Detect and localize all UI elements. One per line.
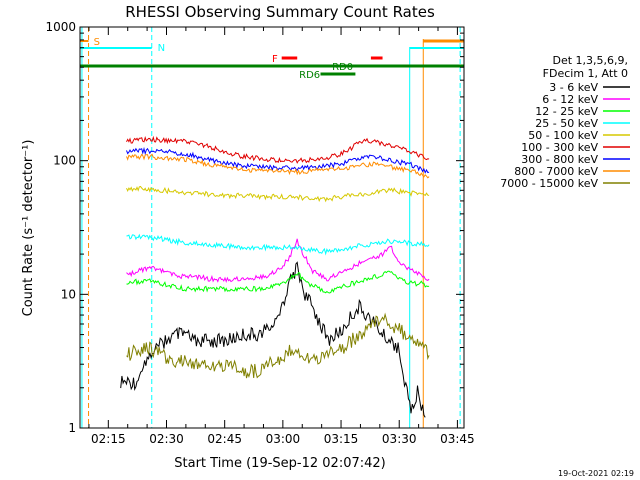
y-tick-label: 1000: [45, 20, 76, 34]
series-group: [120, 135, 430, 418]
x-tick-label: 02:15: [91, 432, 126, 446]
legend-label-25-50: 25 - 50 keV: [535, 117, 598, 130]
rd6-label: RD6: [299, 70, 320, 81]
legend-label-50-100: 50 - 100 keV: [528, 129, 598, 142]
legend-header-line: Det 1,3,5,6,9,: [552, 54, 628, 67]
series-line-25-50: [126, 233, 430, 256]
flare-label: F: [272, 54, 278, 65]
series-line-6-12: [126, 238, 430, 284]
legend-label-100-300: 100 - 300 keV: [521, 141, 598, 154]
legend-label-6-12: 6 - 12 keV: [542, 93, 598, 106]
x-tick-label: 02:30: [149, 432, 184, 446]
legend-label-3-6: 3 - 6 keV: [549, 81, 598, 94]
plot-frame: [79, 26, 465, 429]
y-tick-label: 10: [61, 287, 76, 301]
chart-title: RHESSI Observing Summary Count Rates: [125, 3, 435, 21]
series-line-100-300: [126, 135, 430, 164]
series-line-12-25: [126, 270, 430, 294]
legend-label-7000-15000: 7000 - 15000 keV: [500, 177, 598, 190]
legend-label-300-800: 300 - 800 keV: [521, 153, 598, 166]
y-axis-label: Count Rate (s⁻¹ detector⁻¹): [21, 140, 36, 317]
x-tick-label: 02:45: [207, 432, 242, 446]
series-line-7000-15000: [126, 312, 430, 379]
rd0-label: RD0: [332, 62, 353, 73]
x-tick-label: 03:30: [382, 432, 417, 446]
legend-label-12-25: 12 - 25 keV: [535, 105, 598, 118]
legend-header-line: FDecim 1, Att 0: [543, 67, 628, 80]
series-line-800-7000: [126, 153, 430, 179]
y-tick-label: 1: [68, 421, 76, 435]
y-tick-label: 100: [53, 154, 76, 168]
axes: 1 10 100 1000 02:15 02:30 02:45 03:00 03:15 03:30…: [45, 20, 474, 446]
footer-date: 19-Oct-2021 02:19: [558, 469, 634, 478]
series-line-50-100: [126, 185, 430, 203]
observing-flags: S N F RD0 RD6: [80, 27, 464, 428]
series-line-300-800: [126, 146, 430, 174]
x-axis-label: Start Time (19-Sep-12 02:07:42): [174, 456, 385, 471]
night-label: N: [158, 43, 165, 54]
x-tick-label: 03:45: [440, 432, 475, 446]
x-tick-label: 03:00: [266, 432, 301, 446]
x-tick-label: 03:15: [324, 432, 359, 446]
legend-label-800-7000: 800 - 7000 keV: [514, 165, 598, 178]
saa-label: S: [94, 37, 100, 48]
legend: Det 1,3,5,6,9,FDecim 1, Att 03 - 6 keV6 …: [500, 54, 630, 190]
